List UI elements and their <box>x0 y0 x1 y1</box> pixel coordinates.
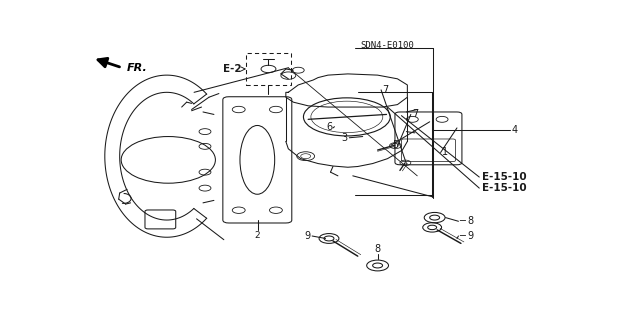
Text: 2: 2 <box>255 231 260 240</box>
Text: 5: 5 <box>392 140 399 150</box>
Text: 6: 6 <box>327 122 333 132</box>
Text: 7: 7 <box>412 109 419 119</box>
Text: ─ 8: ─ 8 <box>460 216 475 226</box>
Text: FR.: FR. <box>127 63 148 73</box>
Text: 1: 1 <box>442 147 448 158</box>
Text: SDN4-E0100: SDN4-E0100 <box>361 41 414 50</box>
Text: E-2: E-2 <box>223 64 241 74</box>
Text: 3: 3 <box>342 133 348 143</box>
Text: 7: 7 <box>383 85 389 95</box>
Text: ─ 9: ─ 9 <box>460 231 475 241</box>
Bar <box>246 53 291 85</box>
Text: E-15-10: E-15-10 <box>482 183 526 193</box>
Text: E-15-10: E-15-10 <box>482 172 526 182</box>
Text: 8: 8 <box>374 244 381 254</box>
Text: 4: 4 <box>511 125 518 135</box>
Text: 9: 9 <box>305 231 310 241</box>
